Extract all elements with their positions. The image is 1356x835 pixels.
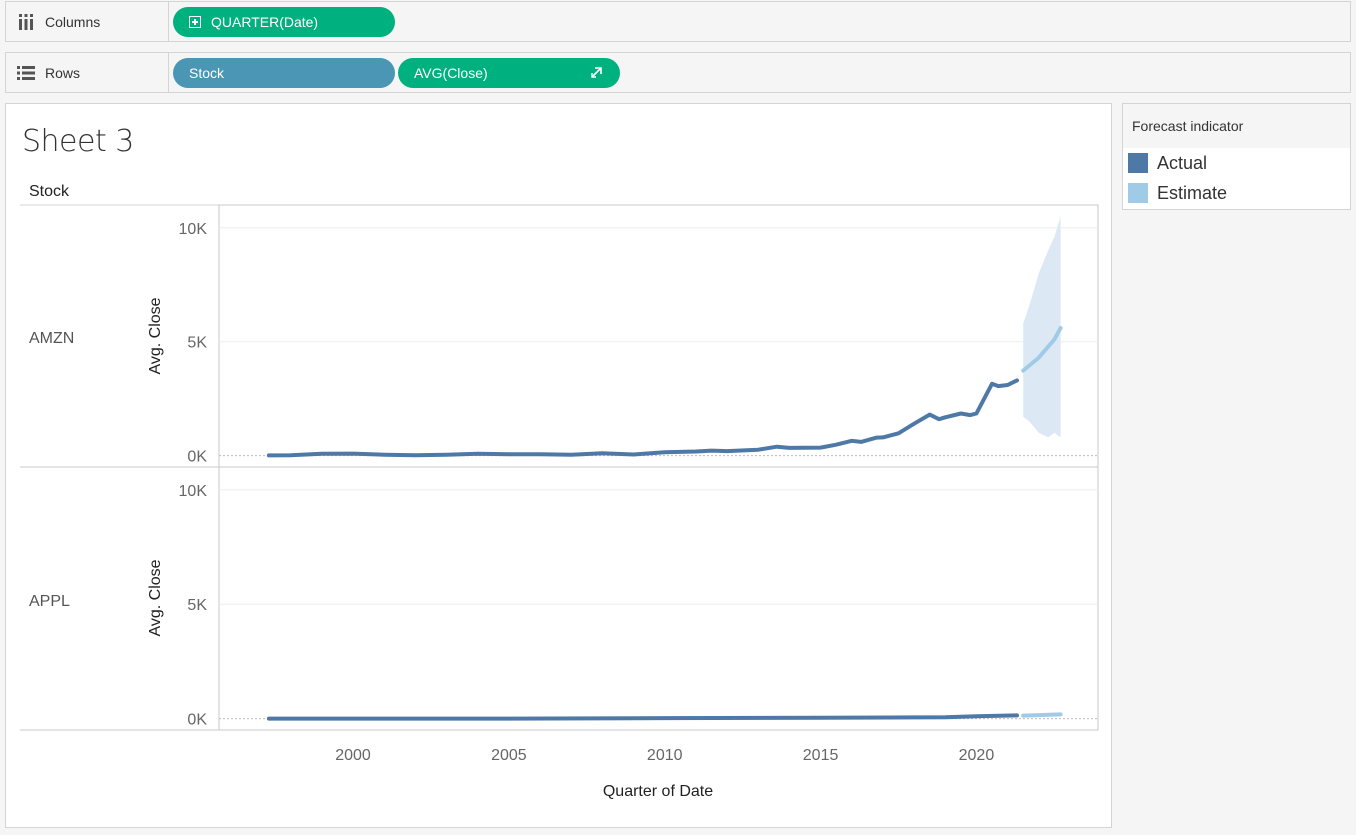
y-tick-label: 0K [187, 712, 207, 729]
x-tick-label: 2010 [647, 747, 683, 764]
pane-label-appl: APPL [29, 593, 70, 610]
quarter-date-pill-label: QUARTER(Date) [211, 14, 318, 30]
y-tick-label: 10K [179, 221, 208, 238]
actual-line-appl [269, 715, 1017, 718]
y-axis-title-appl: Avg. Close [147, 559, 164, 636]
x-tick-label: 2020 [959, 747, 995, 764]
forecast-chart: AMZN APPL Avg. Close Avg. Close Quarter … [6, 104, 1111, 827]
y-tick-label: 5K [187, 597, 207, 614]
x-tick-label: 2000 [335, 747, 371, 764]
x-tick-label: 2015 [803, 747, 839, 764]
rows-icon [16, 66, 36, 80]
legend-swatch-actual [1128, 153, 1148, 173]
columns-icon [16, 14, 36, 30]
avg-close-pill-label: AVG(Close) [414, 65, 488, 81]
columns-shelf: Columns QUARTER(Date) [5, 1, 1351, 42]
legend-item-actual[interactable]: Actual [1123, 148, 1350, 178]
forecast-legend: Forecast indicator Actual Estimate [1122, 103, 1351, 210]
y-tick-label: 0K [187, 449, 207, 466]
legend-swatch-estimate [1128, 183, 1148, 203]
columns-label-text: Columns [45, 14, 100, 30]
forecast-band-amzn [1023, 216, 1060, 437]
trend-arrow-icon[interactable] [590, 65, 604, 79]
rows-shelf: Rows Stock AVG(Close) [5, 52, 1351, 93]
estimate-line-appl [1023, 714, 1060, 715]
legend-label-estimate: Estimate [1157, 183, 1227, 204]
y-tick-label: 10K [179, 483, 208, 500]
quarter-date-pill[interactable]: QUARTER(Date) [173, 7, 395, 37]
y-axis-title-amzn: Avg. Close [147, 297, 164, 374]
rows-label-text: Rows [45, 65, 80, 81]
legend-label-actual: Actual [1157, 153, 1207, 174]
expand-plus-icon[interactable] [189, 16, 201, 28]
avg-close-pill[interactable]: AVG(Close) [398, 58, 620, 88]
rows-shelf-label: Rows [6, 53, 169, 92]
stock-pill[interactable]: Stock [173, 58, 395, 88]
columns-shelf-label: Columns [6, 2, 169, 41]
actual-line-amzn [269, 380, 1017, 455]
x-tick-label: 2005 [491, 747, 527, 764]
legend-title: Forecast indicator [1123, 104, 1350, 148]
y-tick-label: 5K [187, 335, 207, 352]
x-axis-title: Quarter of Date [603, 783, 713, 800]
sheet-panel: Sheet 3 Stock AMZN APPL Avg. Close Avg. … [5, 103, 1112, 828]
pane-label-amzn: AMZN [29, 330, 74, 347]
stock-pill-label: Stock [189, 65, 224, 81]
legend-item-estimate[interactable]: Estimate [1123, 178, 1350, 208]
